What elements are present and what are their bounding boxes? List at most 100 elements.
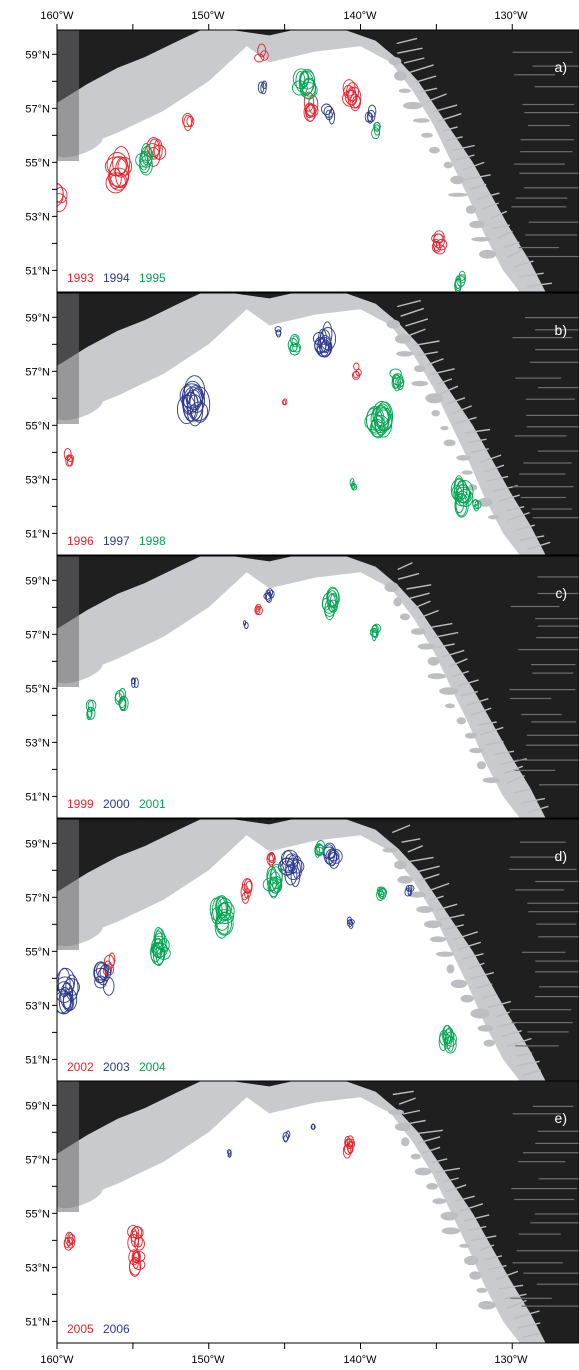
- eddy-green: [364, 401, 394, 439]
- eddy-contour: [303, 91, 314, 112]
- southeast-alaska-bc-land: [231, 556, 579, 818]
- eddy-contour: [314, 337, 327, 354]
- eddy-contour: [189, 386, 211, 423]
- eddy-contour: [375, 407, 393, 432]
- eddy-blue: [263, 588, 275, 603]
- lat-label: 59°N: [25, 575, 50, 587]
- eddy-contour: [396, 378, 404, 391]
- eddy-green: [349, 478, 358, 491]
- eddy-green: [376, 886, 388, 901]
- eddy-contour: [153, 927, 164, 949]
- year-label-2000: 2000: [103, 797, 130, 811]
- panel-label: a): [555, 59, 567, 75]
- year-label-1997: 1997: [103, 534, 130, 548]
- eddy-contour: [188, 388, 206, 413]
- eddy-contour: [133, 1251, 146, 1263]
- lat-label: 51°N: [25, 1316, 50, 1328]
- eddy-blue: [404, 884, 415, 897]
- eddy-contour: [285, 857, 301, 881]
- fjord-coastline: [388, 37, 579, 288]
- eddy-red: [104, 146, 133, 194]
- edge-shading: [57, 1081, 79, 1212]
- eddy-contour: [455, 275, 462, 289]
- eddy-green: [209, 895, 235, 939]
- eddy-green: [454, 270, 467, 292]
- eddy-tracks: [85, 586, 382, 721]
- eddy-contour: [146, 137, 161, 158]
- eddy-blue: [226, 1149, 232, 1158]
- eddy-contour: [346, 82, 359, 102]
- eddy-green: [321, 586, 340, 621]
- alaska-peninsula-land: [57, 30, 202, 103]
- eddy-contour: [102, 976, 115, 996]
- eddy-contour: [93, 967, 109, 981]
- eddy-contour: [282, 1131, 290, 1142]
- eddy-green: [314, 840, 326, 858]
- eddy-green: [472, 499, 482, 512]
- eddy-contour: [373, 124, 381, 136]
- eddy-contour: [323, 105, 335, 118]
- basemap: [57, 293, 579, 555]
- panel-label: c): [555, 585, 567, 601]
- longitude-ticks: [56, 24, 513, 1349]
- eddy-red: [57, 182, 68, 212]
- map-panel-e: 59°N 57°N 55°N 53°N 51°N e) 2005 2006: [25, 1080, 579, 1344]
- eddy-contour: [255, 605, 263, 616]
- eddy-contour: [299, 82, 318, 99]
- eddy-contour: [473, 503, 479, 512]
- eddy-contour: [366, 109, 376, 123]
- eddy-contour: [451, 485, 463, 501]
- eddy-contour: [108, 952, 116, 966]
- eddy-contour: [308, 94, 319, 115]
- lat-label: 57°N: [25, 103, 50, 115]
- map-panels: 59°N 57°N 55°N 53°N 51°N a) 1993 1994 1995 59°N 57…: [25, 29, 579, 1344]
- eddy-contour: [57, 981, 74, 1003]
- southeast-alaska-bc-land: [231, 293, 579, 555]
- year-label-2002: 2002: [67, 1060, 94, 1074]
- eddy-contour: [282, 398, 288, 406]
- lat-label: 51°N: [25, 1054, 50, 1066]
- basemap: [57, 30, 579, 292]
- eddy-contour: [57, 182, 64, 207]
- eddy-contour: [455, 479, 474, 504]
- eddy-contour: [274, 326, 282, 333]
- eddy-contour: [267, 588, 274, 597]
- eddy-contour: [370, 415, 386, 439]
- eddy-contour: [131, 678, 136, 689]
- kodiak-shelf: [132, 597, 185, 639]
- eddy-contour: [105, 172, 126, 194]
- eddy-red: [342, 79, 362, 112]
- southeast-alaska-bc-land: [231, 30, 579, 292]
- eddy-contour: [148, 138, 160, 160]
- lat-label: 55°N: [25, 157, 50, 169]
- eddy-tracks: [57, 840, 457, 1054]
- eddy-red: [128, 1249, 146, 1277]
- eddy-contour: [57, 967, 76, 996]
- lat-label: 59°N: [25, 312, 50, 324]
- kodiak-shelf: [132, 860, 185, 902]
- year-label-1999: 1999: [67, 797, 94, 811]
- eddy-contour: [284, 853, 299, 868]
- eddy-contour: [391, 377, 400, 389]
- eddy-contour: [156, 946, 171, 960]
- eddy-contour: [321, 103, 332, 116]
- eddy-contour: [316, 844, 325, 856]
- lat-label: 55°N: [25, 683, 50, 695]
- eddy-tracks: [57, 43, 467, 292]
- kodiak-shelf: [132, 1122, 185, 1164]
- eddy-contour: [182, 112, 193, 128]
- eddy-blue: [243, 620, 249, 629]
- eddy-contour: [443, 1036, 457, 1054]
- eddy-contour: [431, 233, 444, 244]
- eddy-contour: [369, 627, 379, 637]
- year-label-2006: 2006: [103, 1322, 130, 1336]
- eddy-contour: [326, 586, 340, 607]
- fjord-coastline: [384, 562, 579, 814]
- top-longitude-labels: 160°W 150°W 140°W 130°W: [40, 10, 528, 22]
- eddy-blue: [282, 1130, 291, 1143]
- eddy-red: [431, 230, 448, 255]
- bottom-longitude-labels: 160°W 150°W 140°W 130°W: [40, 1354, 528, 1366]
- eddy-green: [291, 68, 318, 100]
- eddy-contour: [404, 887, 412, 897]
